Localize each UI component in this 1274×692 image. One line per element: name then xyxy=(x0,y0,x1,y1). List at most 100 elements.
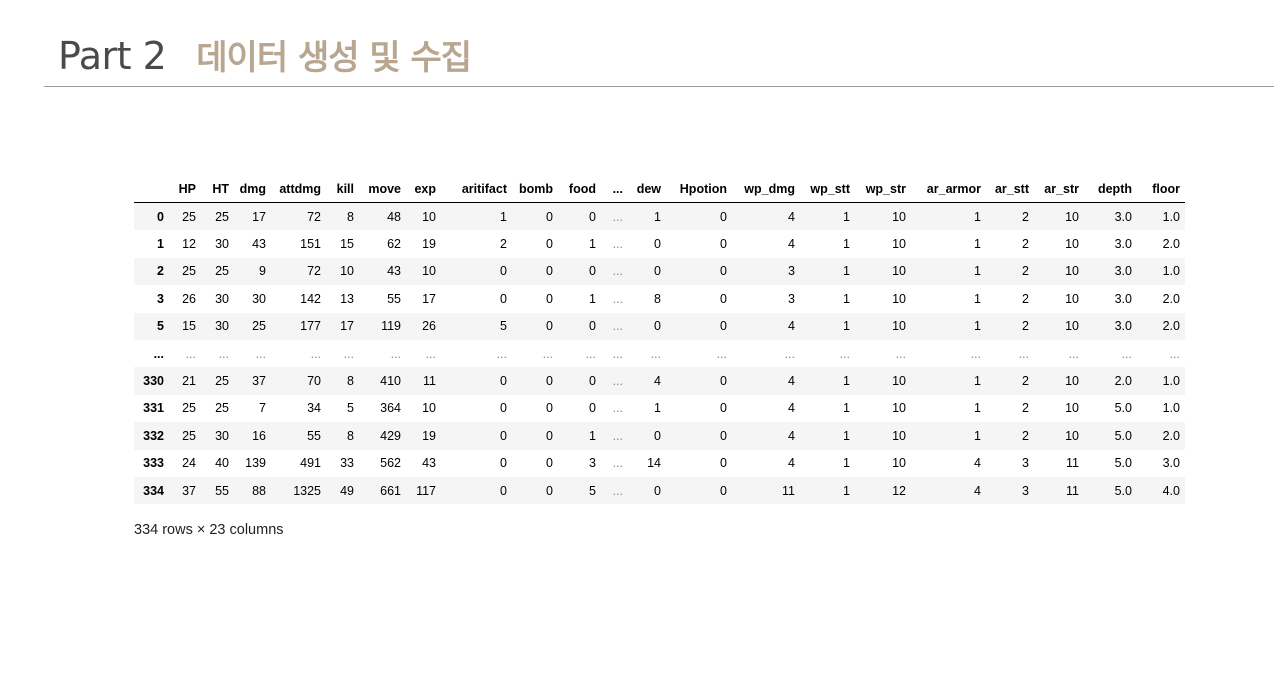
table-cell: 1.0 xyxy=(1162,374,1180,389)
table-cell: 62 xyxy=(387,237,401,252)
table-cell: 17 xyxy=(340,319,354,334)
table-cell: 10 xyxy=(1065,209,1079,224)
table-cell: 40 xyxy=(215,456,229,471)
row-index: 331 xyxy=(143,401,164,416)
table-cell: ... xyxy=(612,237,623,252)
table-cell: 0 xyxy=(546,264,553,279)
table-cell: 151 xyxy=(300,237,321,252)
table-cell: 2 xyxy=(1022,209,1029,224)
table-cell: 2 xyxy=(1022,401,1029,416)
table-cell: 17 xyxy=(252,209,266,224)
table-cell: ... xyxy=(343,346,354,361)
table-cell: 1 xyxy=(589,428,596,443)
table-cell: 142 xyxy=(300,291,321,306)
table-cell: 3.0 xyxy=(1114,319,1132,334)
table-cell: 10 xyxy=(422,401,436,416)
table-row: ........................................… xyxy=(134,340,1185,367)
table-cell: ... xyxy=(970,346,981,361)
table-cell: 2 xyxy=(1022,374,1029,389)
table-cell: 55 xyxy=(215,483,229,498)
table-cell: 1 xyxy=(654,209,661,224)
table-cell: 0 xyxy=(720,374,727,389)
table-cell: 0 xyxy=(589,374,596,389)
table-cell: 1 xyxy=(974,428,981,443)
table-cell: 25 xyxy=(215,374,229,389)
table-cell: ... xyxy=(612,483,623,498)
table-cell: 2.0 xyxy=(1162,291,1180,306)
table-row: 330 21 25 37 70 8 410 11 0 0 0... 4 0 4 1 10 1 2 10 2.0 1.0 xyxy=(134,367,1185,395)
table-cell: 8 xyxy=(347,428,354,443)
table-cell: 16 xyxy=(252,428,266,443)
table-cell: 48 xyxy=(387,209,401,224)
table-cell: 1325 xyxy=(293,483,321,498)
part-label: Part 2 xyxy=(58,34,167,78)
column-header: wp_dmg xyxy=(732,176,800,203)
table-cell: 1 xyxy=(843,428,850,443)
table-row: 0 25 25 17 72 8 48 10 1 0 0... 1 0 4 1 10 1 2 10 3.0 1.0 xyxy=(134,202,1185,231)
table-cell: 2.0 xyxy=(1162,428,1180,443)
table-cell: 2 xyxy=(1022,264,1029,279)
table-cell: 11 xyxy=(782,483,795,498)
table-cell: 10 xyxy=(892,237,906,252)
table-cell: 1 xyxy=(974,319,981,334)
table-cell: 25 xyxy=(182,264,196,279)
table-cell: 12 xyxy=(892,483,906,498)
row-index: 3 xyxy=(157,291,164,306)
table-cell: 0 xyxy=(500,456,507,471)
table-cell: 0 xyxy=(589,209,596,224)
table-cell: 11 xyxy=(423,374,436,389)
table-cell: 0 xyxy=(720,264,727,279)
table-cell: 7 xyxy=(259,401,266,416)
table-cell: 37 xyxy=(182,483,196,498)
column-header: food xyxy=(558,176,601,203)
table-cell: 0 xyxy=(654,264,661,279)
row-index: 330 xyxy=(143,374,164,389)
table-cell: 1.0 xyxy=(1162,401,1180,416)
index-header xyxy=(134,176,168,203)
table-cell: 43 xyxy=(387,264,401,279)
table-cell: 10 xyxy=(1065,291,1079,306)
table-cell: 3 xyxy=(1022,456,1029,471)
table-cell: 3.0 xyxy=(1162,456,1180,471)
dataframe-table-container: HP HT dmg attdmg kill move exp aritifact bomb foo… xyxy=(134,176,1185,505)
table-cell: 1 xyxy=(654,401,661,416)
row-index: 1 xyxy=(157,237,164,252)
column-header: ar_armor xyxy=(911,176,986,203)
table-cell: 12 xyxy=(182,237,196,252)
table-cell: 15 xyxy=(340,237,354,252)
table-cell: 1 xyxy=(843,319,850,334)
table-cell: ... xyxy=(1121,346,1132,361)
table-cell: ... xyxy=(612,209,623,224)
table-cell: ... xyxy=(650,346,661,361)
table-cell: 43 xyxy=(422,456,436,471)
table-cell: 1 xyxy=(500,209,507,224)
table-cell: 5.0 xyxy=(1114,401,1132,416)
table-cell: 72 xyxy=(307,264,321,279)
table-cell: ... xyxy=(218,346,229,361)
column-header: HT xyxy=(201,176,234,203)
table-cell: 10 xyxy=(422,209,436,224)
table-cell: 0 xyxy=(546,428,553,443)
table-cell: 5.0 xyxy=(1114,483,1132,498)
table-cell: 26 xyxy=(422,319,436,334)
column-header: aritifact xyxy=(441,176,512,203)
table-cell: 5 xyxy=(347,401,354,416)
table-cell: 0 xyxy=(720,401,727,416)
header-row: HP HT dmg attdmg kill move exp aritifact bomb foo… xyxy=(134,176,1185,203)
table-cell: ... xyxy=(1169,346,1180,361)
table-cell: 55 xyxy=(307,428,321,443)
table-cell: 2.0 xyxy=(1114,374,1132,389)
table-cell: 410 xyxy=(380,374,401,389)
column-header: depth xyxy=(1084,176,1137,203)
dataframe-table: HP HT dmg attdmg kill move exp aritifact bomb foo… xyxy=(134,176,1185,505)
table-row: 2 25 25 9 72 10 43 10 0 0 0... 0 0 3 1 10 1 2 10 3.0 1.0 xyxy=(134,257,1185,286)
table-cell: ... xyxy=(784,346,795,361)
slide-header: Part 2 데이터 생성 및 수집 xyxy=(58,30,472,78)
column-header: Hpotion xyxy=(666,176,732,203)
table-cell: 0 xyxy=(500,428,507,443)
table-row: 332 25 30 16 55 8 429 19 0 0 1... 0 0 4 1 10 1 2 10 5.0 2.0 xyxy=(134,422,1185,450)
table-cell: ... xyxy=(542,346,553,361)
table-cell: 0 xyxy=(546,291,553,306)
table-cell: 0 xyxy=(589,401,596,416)
table-cell: 4 xyxy=(788,374,795,389)
